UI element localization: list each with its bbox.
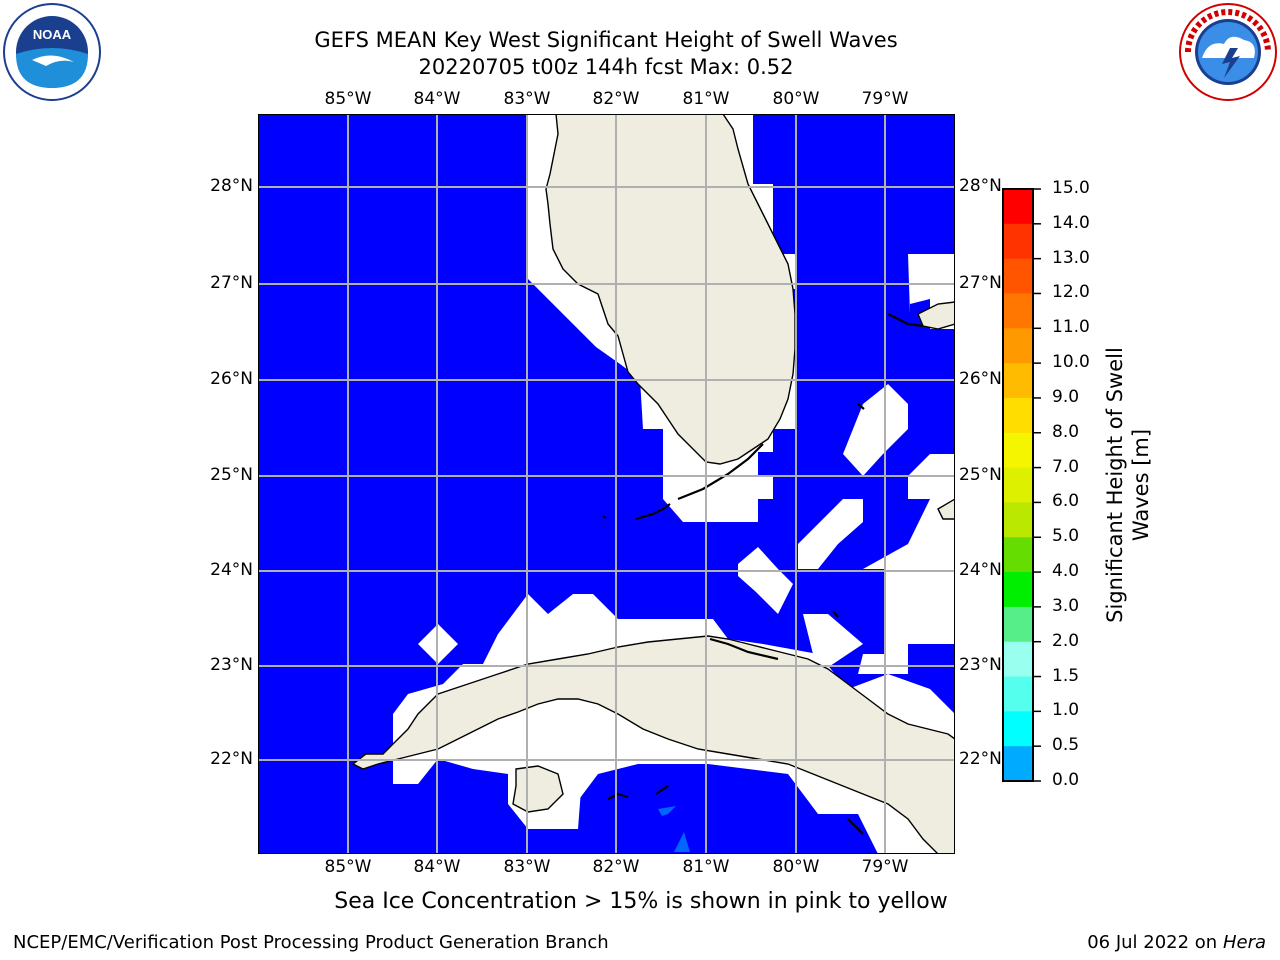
colorbar-frame	[1002, 188, 1034, 782]
footer-host: Hera	[1222, 932, 1266, 953]
colorbar-tick-label: 14.0	[1052, 212, 1090, 233]
colorbar-segment	[1003, 572, 1033, 608]
latitude-label: 23°N	[959, 655, 1002, 675]
land-areas	[351, 114, 955, 854]
latitude-label: 27°N	[959, 273, 1002, 293]
colorbar-tick-label: 9.0	[1052, 386, 1080, 407]
colorbar-tick-label: 4.0	[1052, 561, 1080, 582]
latitude-label: 24°N	[959, 560, 1002, 580]
longitude-label: 79°W	[861, 857, 909, 877]
colorbar-segment	[1003, 537, 1033, 573]
latitude-label: 27°N	[210, 273, 253, 293]
swell-patches	[658, 806, 690, 852]
longitude-label: 81°W	[682, 89, 730, 109]
colorbar-tick-label: 12.0	[1052, 282, 1090, 303]
longitude-label: 83°W	[503, 89, 551, 109]
colorbar-tick-label: 2.0	[1052, 630, 1080, 651]
colorbar-segment	[1003, 189, 1033, 225]
colorbar-segment	[1003, 293, 1033, 329]
chart-title: GEFS MEAN Key West Significant Height of…	[314, 28, 898, 52]
colorbar-tick-label: 0.5	[1052, 735, 1080, 756]
colorbar-segment	[1003, 502, 1033, 538]
noaa-logo-text: NOAA	[33, 27, 72, 42]
latitude-label: 25°N	[210, 465, 253, 485]
colorbar-tick-label: 0.0	[1052, 770, 1080, 790]
colorbar-segment	[1003, 397, 1033, 434]
latitude-label: 24°N	[210, 560, 253, 580]
sea-ice-note: Sea Ice Concentration > 15% is shown in …	[334, 889, 948, 914]
chart-subtitle: 20220705 t00z 144h fcst Max: 0.52	[418, 55, 794, 79]
colorbar-segment	[1003, 432, 1033, 469]
colorbar-segment	[1003, 363, 1033, 399]
colorbar-segment	[1003, 258, 1033, 294]
longitude-label: 80°W	[772, 857, 820, 877]
longitude-label: 84°W	[413, 857, 461, 877]
colorbar-segment	[1003, 467, 1033, 503]
longitude-label: 79°W	[861, 89, 909, 109]
latitude-label: 22°N	[210, 749, 253, 769]
colorbar-segment	[1003, 606, 1033, 643]
colorbar-tick-label: 5.0	[1052, 526, 1080, 547]
colorbar-tick-label: 10.0	[1052, 352, 1090, 373]
latitude-label: 28°N	[959, 176, 1002, 196]
longitude-label: 85°W	[324, 89, 372, 109]
colorbar-tick-label: 6.0	[1052, 491, 1080, 512]
latitude-label: 26°N	[959, 369, 1002, 389]
colorbar-tick-label: 1.5	[1052, 665, 1080, 686]
nws-logo	[1179, 3, 1277, 101]
latitude-label: 25°N	[959, 465, 1002, 485]
longitude-label: 82°W	[592, 857, 640, 877]
colorbar-tick-label: 8.0	[1052, 421, 1080, 442]
longitude-label: 85°W	[324, 857, 372, 877]
map-gridlines	[258, 114, 955, 854]
longitude-label: 84°W	[413, 89, 461, 109]
colorbar-title: Significant Height of Swell Waves [m]	[1103, 347, 1153, 623]
latitude-label: 22°N	[959, 749, 1002, 769]
colorbar-segment	[1003, 328, 1033, 364]
longitude-label: 81°W	[682, 857, 730, 877]
colorbar-tick-label: 1.0	[1052, 700, 1080, 721]
longitude-label: 82°W	[592, 89, 640, 109]
colorbar-tick-label: 3.0	[1052, 595, 1080, 616]
colorbar-segment	[1003, 746, 1033, 782]
colorbar-tick-label: 13.0	[1052, 247, 1090, 268]
longitude-label: 83°W	[503, 857, 551, 877]
colorbar-tick-label: 11.0	[1052, 317, 1090, 338]
latitude-label: 28°N	[210, 176, 253, 196]
colorbar-tick-label: 7.0	[1052, 456, 1080, 477]
latitude-label: 26°N	[210, 369, 253, 389]
latitude-label: 23°N	[210, 655, 253, 675]
colorbar-segment	[1003, 223, 1033, 260]
colorbar	[1002, 188, 1041, 782]
colorbar-segment	[1003, 676, 1033, 712]
longitude-label: 80°W	[772, 89, 820, 109]
noaa-logo: NOAA	[3, 3, 101, 101]
colorbar-segment	[1003, 711, 1033, 747]
footer-left: NCEP/EMC/Verification Post Processing Pr…	[13, 932, 609, 953]
colorbar-tick-label: 15.0	[1052, 178, 1090, 198]
colorbar-segment	[1003, 641, 1033, 678]
footer-date: 06 Jul 2022 on	[1087, 932, 1223, 953]
map-plot	[258, 114, 955, 854]
keys-and-islets	[602, 313, 924, 835]
footer-right: 06 Jul 2022 on Hera	[1087, 932, 1266, 953]
